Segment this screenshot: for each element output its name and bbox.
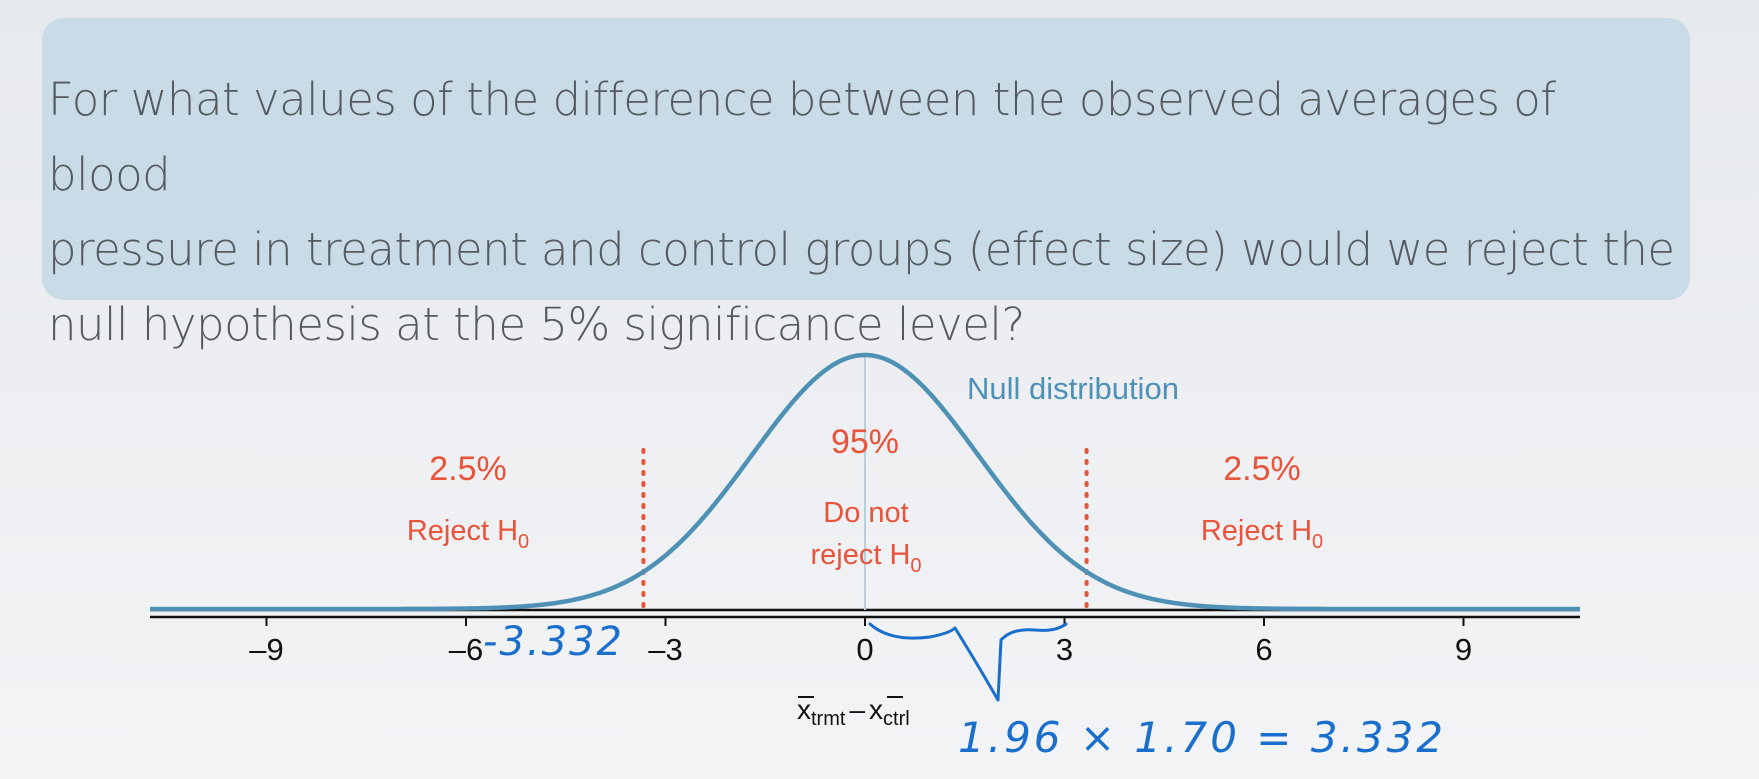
brace-scribble: [868, 622, 1068, 702]
x-axis-label-sub1: trmt: [811, 708, 846, 730]
x-tick-label: 0: [856, 632, 873, 667]
question-line-2: pressure in treatment and control groups…: [48, 223, 1675, 276]
equation-annotation: 1.96 × 1.70 = 3.332: [958, 713, 1446, 762]
left-critical-annotation: -3.332: [483, 619, 624, 665]
x-tick-label: –6: [449, 632, 483, 667]
x-tick-labels: –9 –6 –3 0 3 6 9: [249, 632, 1472, 667]
x-axis-label: xtrmt – xctrl: [797, 694, 910, 730]
null-distribution-curve: [150, 352, 1580, 612]
question-line-1: For what values of the difference betwee…: [48, 73, 1556, 201]
curve-label: Null distribution: [967, 371, 1179, 406]
question-text: For what values of the difference betwee…: [48, 62, 1684, 362]
right-region-label-text: Reject H: [1201, 515, 1312, 547]
left-region-label: Reject H0: [407, 515, 529, 553]
x-tick-label: 3: [1056, 632, 1073, 667]
x-axis-label-x2: x: [869, 694, 883, 725]
x-axis-label-x1: x: [797, 694, 811, 725]
left-region-label-sub: 0: [518, 531, 529, 553]
x-tick-label: –9: [249, 632, 283, 667]
right-region-label: Reject H0: [1201, 515, 1323, 553]
x-axis-label-sub2: ctrl: [883, 708, 910, 730]
right-region-label-sub: 0: [1312, 531, 1323, 553]
x-axis-label-minus: –: [849, 694, 865, 725]
middle-region-percent: 95%: [831, 423, 899, 461]
x-tick-label: –3: [648, 632, 682, 667]
x-tick-label: 9: [1455, 632, 1472, 667]
question-line-3: null hypothesis at the 5% significance l…: [48, 298, 1025, 351]
middle-region-label-2: reject H0: [810, 539, 921, 577]
middle-region-label-1: Do not: [823, 497, 908, 529]
question-box: For what values of the difference betwee…: [42, 18, 1690, 351]
critical-value-lines: [641, 448, 1089, 612]
x-ticks: [265, 617, 1465, 626]
handwriting: [868, 622, 1068, 702]
left-region-percent: 2.5%: [429, 450, 507, 488]
right-region-percent: 2.5%: [1223, 450, 1301, 488]
x-tick-label: 6: [1255, 632, 1272, 667]
middle-region-label-text: reject H: [810, 539, 910, 571]
left-region-label-text: Reject H: [407, 515, 518, 547]
middle-region-label-sub: 0: [910, 555, 921, 577]
